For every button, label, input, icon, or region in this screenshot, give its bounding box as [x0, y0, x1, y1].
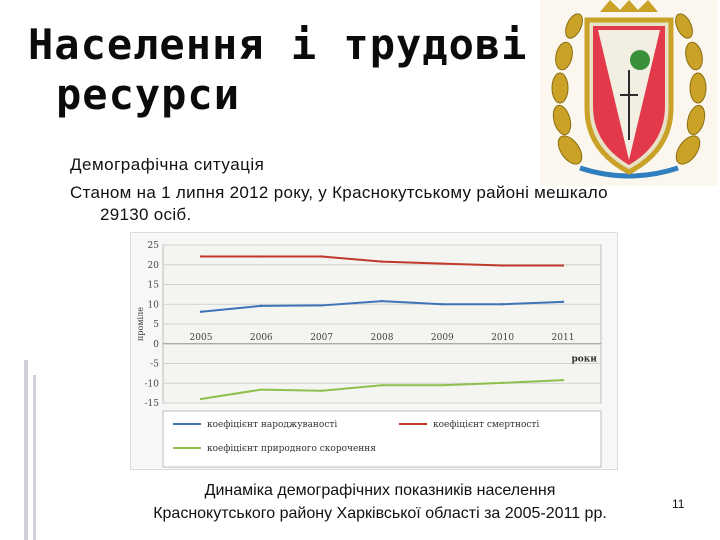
- legend-label-3: коефіцієнт природного скорочення: [207, 444, 376, 454]
- data-point: [320, 304, 323, 307]
- y-tick-label: -15: [145, 399, 160, 409]
- data-point: [441, 262, 444, 265]
- decorative-bar-vertical-2: [33, 375, 36, 540]
- y-tick-label: 0: [153, 340, 159, 350]
- x-tick-label: 2005: [190, 333, 213, 343]
- x-tick-label: 2008: [371, 333, 394, 343]
- data-point: [501, 303, 504, 306]
- page-number: 11: [672, 497, 685, 511]
- title-line-2: ресурси: [56, 70, 241, 119]
- data-point: [441, 384, 444, 387]
- x-tick-label: 2009: [431, 333, 454, 343]
- caption-line-1: Динаміка демографічних показників населе…: [204, 482, 556, 499]
- data-point: [320, 389, 323, 392]
- y-tick-label: -10: [145, 379, 160, 389]
- y-tick-label: 20: [148, 261, 160, 271]
- y-axis-title: проміле: [136, 307, 145, 341]
- legend-box: [162, 410, 602, 468]
- demographic-line-chart: 25 20 15 10 5 0 -5 -10 -15 2005 2006 2007 2008 2009 20…: [136, 241, 602, 468]
- x-axis-title: роки: [572, 355, 598, 365]
- y-tick-label: 25: [148, 241, 160, 251]
- body-line-1: Станом на 1 липня 2012 року, у Краснокут…: [70, 183, 608, 202]
- data-point: [561, 300, 565, 304]
- data-point: [561, 378, 565, 382]
- data-point: [260, 388, 263, 391]
- data-point: [260, 304, 263, 308]
- decorative-bar-vertical: [24, 360, 28, 540]
- y-tick-label: 10: [148, 300, 160, 310]
- data-point: [320, 255, 323, 258]
- legend-label-2: коефіцієнт смертності: [433, 420, 539, 430]
- y-tick-label: -5: [150, 360, 159, 370]
- title-line-1: Населення і трудові: [28, 20, 528, 69]
- y-tick-label: 5: [153, 320, 159, 330]
- x-tick-label: 2006: [250, 333, 273, 343]
- data-point: [199, 397, 203, 401]
- data-point: [380, 260, 384, 263]
- x-tick-label: 2007: [310, 333, 333, 343]
- body-line-2: 29130 осіб.: [100, 205, 192, 224]
- x-tick-label: 2010: [491, 333, 514, 343]
- slide-title: Населення і трудові ресурси: [28, 20, 548, 120]
- data-point: [441, 303, 444, 306]
- data-point: [501, 264, 504, 267]
- data-point: [561, 264, 565, 267]
- data-point: [501, 381, 504, 385]
- chart-frame: 25 20 15 10 5 0 -5 -10 -15 2005 2006 2007 2008 2009 20…: [130, 232, 618, 470]
- caption-line-2: Краснокутського району Харківської облас…: [153, 505, 607, 522]
- data-point: [260, 255, 263, 258]
- section-subtitle: Демографічна ситуація: [70, 155, 265, 174]
- data-point: [380, 299, 384, 303]
- coat-of-arms-icon: [540, 0, 718, 186]
- data-point: [380, 384, 384, 387]
- data-point: [199, 255, 203, 258]
- x-tick-label: 2011: [552, 333, 575, 343]
- y-tick-label: 15: [148, 281, 160, 291]
- data-point: [199, 310, 203, 313]
- body-paragraph: Станом на 1 липня 2012 року, у Краснокут…: [70, 182, 710, 226]
- chart-caption: Динаміка демографічних показників населе…: [110, 479, 650, 525]
- legend-label-1: коефіцієнт народжуваності: [207, 420, 337, 430]
